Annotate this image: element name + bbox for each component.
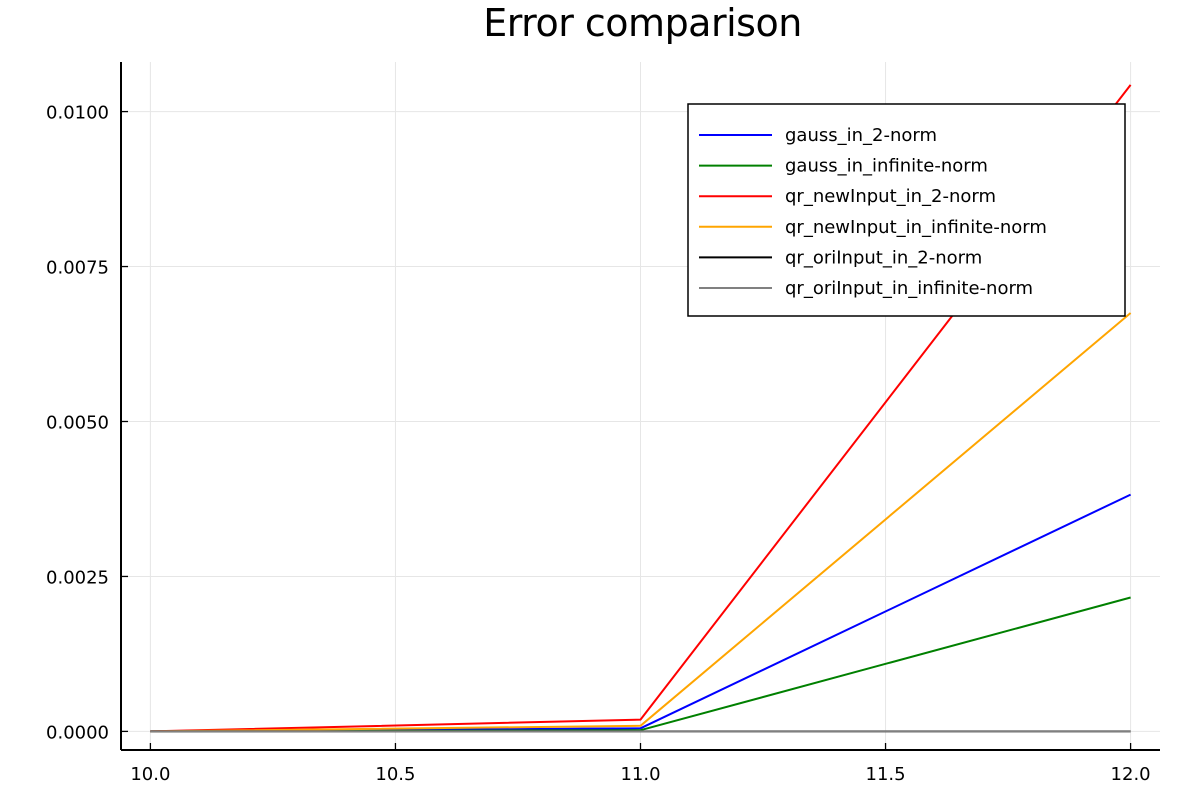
legend-label: gauss_in_2-norm — [785, 125, 937, 146]
x-tick-label: 12.0 — [1111, 764, 1151, 785]
y-tick-label: 0.0025 — [46, 567, 109, 588]
legend-label: qr_oriInput_in_2-norm — [785, 247, 982, 268]
x-tick-label: 10.0 — [130, 764, 170, 785]
chart-title: Error comparison — [483, 1, 802, 45]
y-tick-label: 0.0000 — [46, 722, 109, 743]
y-tick-label: 0.0100 — [46, 103, 109, 124]
legend-label: qr_oriInput_in_infinite-norm — [785, 278, 1033, 299]
series-line-qr_newInput_in_infinite-norm — [150, 312, 1132, 733]
y-tick-label: 0.0050 — [46, 412, 109, 433]
legend-label: qr_newInput_in_2-norm — [785, 186, 996, 207]
x-tick-label: 11.0 — [620, 764, 660, 785]
legend-label: gauss_in_infinite-norm — [785, 156, 988, 177]
x-tick-label: 11.5 — [866, 764, 906, 785]
legend-box — [687, 103, 1126, 317]
x-tick-label: 10.5 — [375, 764, 415, 785]
y-tick-label: 0.0075 — [46, 258, 109, 279]
legend-label: qr_newInput_in_infinite-norm — [785, 217, 1047, 238]
